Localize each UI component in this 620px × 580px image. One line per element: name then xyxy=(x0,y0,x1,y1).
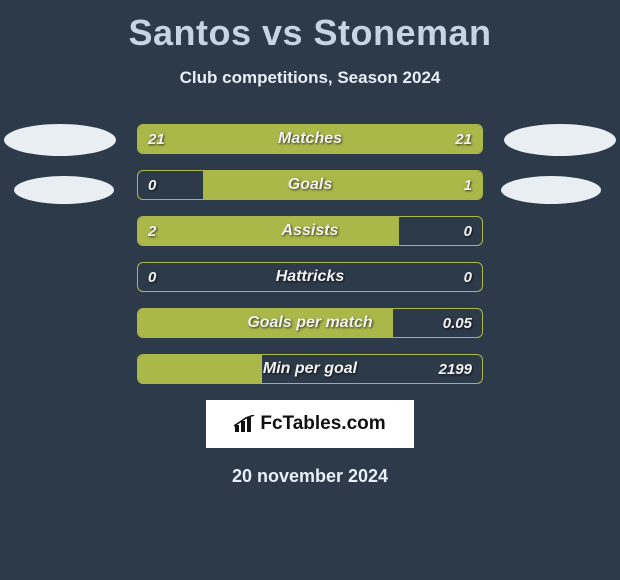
page-title: Santos vs Stoneman xyxy=(0,0,620,54)
player-left-ellipse-2 xyxy=(14,176,114,204)
player-right-ellipse-2 xyxy=(501,176,601,204)
stat-value-right: 2199 xyxy=(439,355,472,383)
stat-row: Matches2121 xyxy=(137,124,483,154)
stat-value-right: 0 xyxy=(464,217,472,245)
comparison-stage: Matches2121Goals01Assists20Hattricks00Go… xyxy=(0,124,620,384)
logo-box: FcTables.com xyxy=(206,400,414,448)
subtitle: Club competitions, Season 2024 xyxy=(0,68,620,88)
player-left-ellipse-1 xyxy=(4,124,116,156)
stat-value-left: 0 xyxy=(148,171,156,199)
stat-row: Assists20 xyxy=(137,216,483,246)
logo-text: FcTables.com xyxy=(260,413,385,435)
chart-icon xyxy=(234,415,256,433)
stat-value-right: 0 xyxy=(464,263,472,291)
stat-row: Goals per match0.05 xyxy=(137,308,483,338)
stat-row: Hattricks0 0 xyxy=(137,262,483,292)
stat-bars-container: Matches2121Goals01Assists20Hattricks00Go… xyxy=(137,124,483,384)
logo: FcTables.com xyxy=(234,413,385,435)
date-line: 20 november 2024 xyxy=(0,466,620,487)
stat-row: Goals01 xyxy=(137,170,483,200)
stat-label: Hattricks xyxy=(138,263,482,291)
player-right-ellipse-1 xyxy=(504,124,616,156)
bar-fill-left xyxy=(138,125,482,153)
bar-fill-left xyxy=(138,309,393,337)
stat-value-right: 0.05 xyxy=(443,309,472,337)
bar-fill-right xyxy=(203,171,482,199)
stat-value-left: 0 xyxy=(148,263,156,291)
bar-fill-left xyxy=(138,355,262,383)
stat-row: Min per goal2199 xyxy=(137,354,483,384)
bar-fill-left xyxy=(138,217,399,245)
